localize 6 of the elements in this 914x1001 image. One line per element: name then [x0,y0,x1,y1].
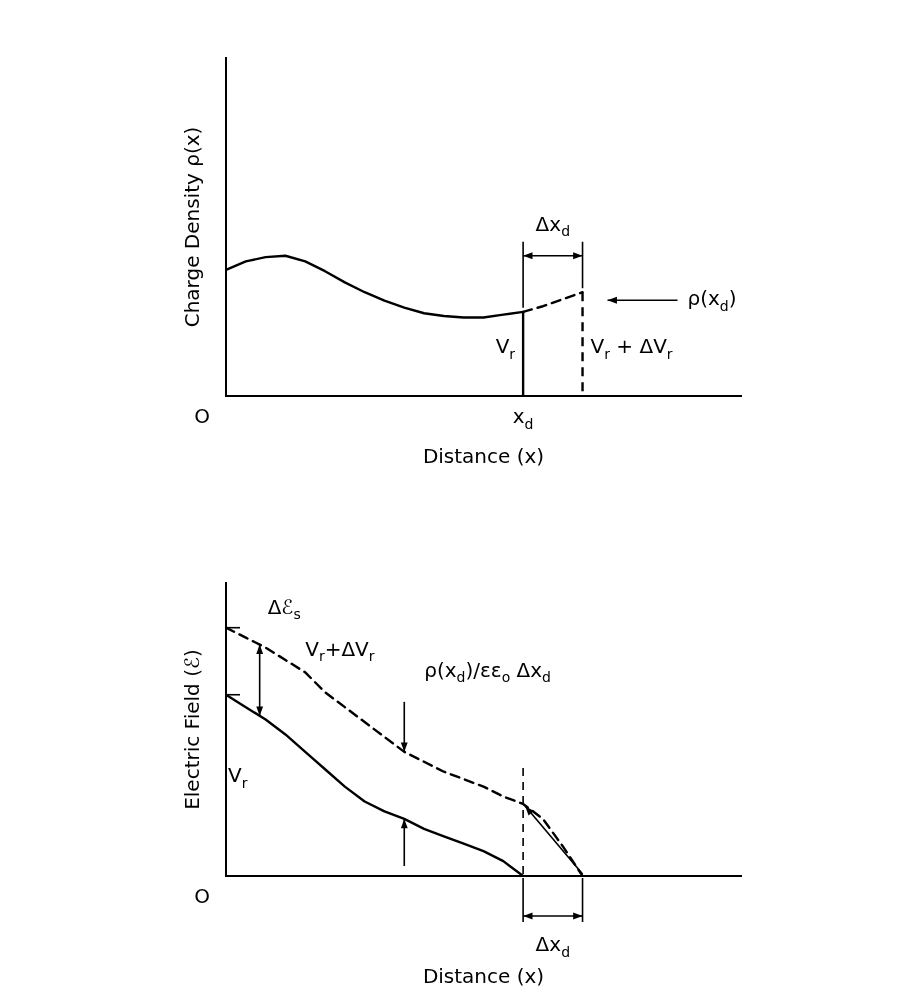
text: O [194,404,210,429]
x-axis-title: Distance (x) [422,444,545,469]
x-axis-title: Distance (x) [422,964,545,989]
y-axis-title: Charge Density ρ(x) [180,126,205,328]
text: O [194,884,210,909]
y-axis-title: Electric Field (ℰ) [180,649,205,810]
